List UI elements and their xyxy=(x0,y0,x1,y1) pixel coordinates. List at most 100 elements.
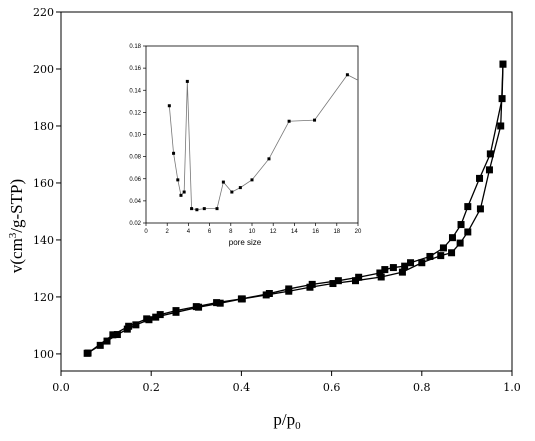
inset-y-tick-label: 0.18 xyxy=(129,44,141,50)
main-series-1-point xyxy=(398,268,406,276)
main-series-2-point xyxy=(381,266,389,274)
main-y-tick-label: 180 xyxy=(33,120,54,133)
inset-y-tick-label: 0.16 xyxy=(129,66,141,72)
inset-y-tick-label: 0.08 xyxy=(129,155,141,161)
inset-y-tick-label: 0.02 xyxy=(129,221,141,227)
main-x-tick-label: 1.0 xyxy=(503,381,521,394)
main-series-2-point xyxy=(476,174,484,182)
main-series-2-point xyxy=(376,269,384,277)
main-series-1-point xyxy=(152,313,160,321)
inset-series-1-point xyxy=(230,190,234,194)
main-x-axis: 0.0 0.2 0.4 0.6 0.8 1.0 xyxy=(52,371,521,394)
main-series-1-point xyxy=(476,205,484,213)
main-y-tick-label: 120 xyxy=(33,291,54,304)
inset-series-1-point xyxy=(190,207,194,211)
main-series-1-point xyxy=(485,166,493,174)
main-series-1-point xyxy=(132,321,140,329)
inset-y-tick-label: 0.06 xyxy=(129,177,141,183)
main-series-2-point xyxy=(125,322,133,330)
inset-x-tick-label: 4 xyxy=(187,229,191,235)
main-series-2-point xyxy=(426,252,434,260)
inset-plot-frame xyxy=(145,45,359,224)
main-y-tick-label: 220 xyxy=(33,6,54,19)
inset-series-1-point xyxy=(221,180,225,184)
main-series-1-point xyxy=(96,341,104,349)
main-series-2-point xyxy=(109,331,117,339)
main-series-1-point xyxy=(497,122,505,130)
main-series-1-point xyxy=(103,337,111,345)
main-series-1-point xyxy=(216,299,224,307)
inset-x-axis: 0 2 4 6 8 10 12 14 16 18 20 xyxy=(144,223,362,235)
main-series-2-point xyxy=(355,273,363,281)
inset-series-1-point xyxy=(250,178,254,182)
inset-series-1-point xyxy=(195,208,199,212)
main-series-2-point xyxy=(407,259,415,267)
main-series-2-point xyxy=(401,262,409,270)
inset-series-1-point xyxy=(182,190,186,194)
main-series-2-point xyxy=(156,311,164,319)
main-y-tick-label: 140 xyxy=(33,234,54,247)
inset-x-tick-label: 16 xyxy=(312,229,319,235)
inset-x-tick-label: 0 xyxy=(144,229,148,235)
main-y-axis-label-base: v(cm xyxy=(7,238,26,273)
inset-series-1-point xyxy=(172,151,176,155)
main-y-axis-label-superscript: 3 xyxy=(7,232,19,238)
main-series-1-point xyxy=(377,273,385,281)
main-series-2-point xyxy=(389,264,397,272)
main-series-1-line xyxy=(86,64,504,354)
inset-plot: 0 2 4 6 8 10 12 14 16 18 20 0.020.040.060.080.100.… xyxy=(129,44,362,247)
inset-series-1-point xyxy=(215,207,219,211)
main-series-1-point xyxy=(418,259,426,267)
main-x-tick-label: 0.2 xyxy=(142,381,160,394)
main-series-2-point xyxy=(285,285,293,293)
inset-series-1-point xyxy=(345,73,349,77)
main-y-tick-label: 160 xyxy=(33,177,54,190)
main-series-2-point xyxy=(457,221,465,229)
inset-x-tick-label: 10 xyxy=(249,229,256,235)
inset-series-1-point xyxy=(185,79,189,83)
inset-x-tick-label: 14 xyxy=(291,229,298,235)
main-x-tick-label: 0.4 xyxy=(233,381,251,394)
main-series-2-point xyxy=(265,290,273,297)
main-series-2-point xyxy=(486,150,494,158)
inset-series-group xyxy=(167,73,359,212)
inset-y-axis: 0.02 0.04 0.06 0.08 0.10 0.12 0.14 0.16 0.18 xyxy=(129,44,146,227)
main-x-tick-label: 0.8 xyxy=(413,381,431,394)
main-series-2-point xyxy=(334,277,342,285)
main-series-1-point xyxy=(113,331,121,339)
main-x-tick-label: 0.6 xyxy=(323,381,341,394)
main-series-2-point xyxy=(143,315,151,323)
inset-x-tick-label: 18 xyxy=(333,229,340,235)
main-x-axis-label-base: p/p xyxy=(273,410,295,429)
inset-x-axis-label: pore size xyxy=(229,238,262,247)
main-y-tick-label: 200 xyxy=(33,63,54,76)
main-series-2-point xyxy=(498,95,506,103)
main-series-2-point xyxy=(448,234,456,242)
main-x-axis-label: p/p0 xyxy=(273,410,301,432)
inset-series-1-point xyxy=(267,157,271,161)
main-series-group xyxy=(83,60,507,357)
main-y-axis-label: v(cm3/g-STP) xyxy=(7,179,26,273)
main-series-2-point xyxy=(499,60,507,68)
main-x-axis-label-subscript: 0 xyxy=(295,420,301,432)
inset-series-1-point xyxy=(176,178,180,182)
inset-y-tick-label: 0.10 xyxy=(129,133,141,139)
main-series-1-point xyxy=(448,249,456,257)
main-series-2-point xyxy=(172,307,180,315)
inset-x-tick-label: 6 xyxy=(208,229,212,235)
main-series-2-point xyxy=(192,303,200,311)
main-series-2-point xyxy=(213,299,221,307)
main-y-tick-label: 100 xyxy=(33,348,54,361)
main-series-2-point xyxy=(308,280,316,288)
inset-y-tick-label: 0.12 xyxy=(129,110,141,116)
inset-x-tick-label: 2 xyxy=(166,229,170,235)
main-y-axis-label-rest: /g-STP) xyxy=(7,179,26,233)
main-series-2-point xyxy=(464,203,472,211)
main-series-2-line xyxy=(87,64,504,354)
main-plot-frame xyxy=(60,11,513,372)
inset-series-1-point xyxy=(238,186,242,190)
main-plot: 0.0 0.2 0.4 0.6 0.8 1.0 100120140160180200220… xyxy=(7,6,521,432)
inset-x-tick-label: 12 xyxy=(270,229,277,235)
inset-series-1-point xyxy=(179,193,183,197)
